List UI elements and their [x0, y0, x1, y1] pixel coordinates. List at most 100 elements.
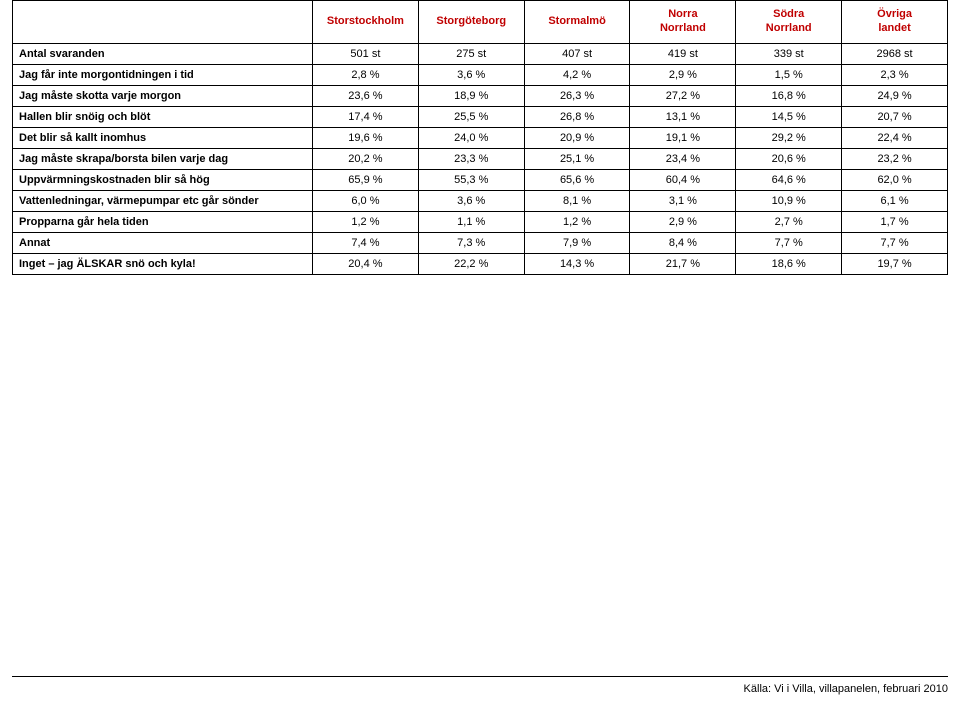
footer-rule: [12, 676, 948, 677]
cell-value: 14,3 %: [524, 254, 630, 275]
row-label: Propparna går hela tiden: [13, 212, 313, 233]
row-label: Inget – jag ÄLSKAR snö och kyla!: [13, 254, 313, 275]
row-label: Jag måste skrapa/borsta bilen varje dag: [13, 149, 313, 170]
cell-value: 6,0 %: [313, 191, 419, 212]
col-header-text: Övrigalandet: [877, 8, 912, 34]
cell-value: 64,6 %: [736, 170, 842, 191]
cell-value: 7,4 %: [313, 233, 419, 254]
cell-value: 23,6 %: [313, 86, 419, 107]
cell-value: 7,7 %: [842, 233, 948, 254]
cell-value: 10,9 %: [736, 191, 842, 212]
cell-value: 25,1 %: [524, 149, 630, 170]
row-label: Hallen blir snöig och blöt: [13, 107, 313, 128]
cell-value: 26,3 %: [524, 86, 630, 107]
col-header-text: NorraNorrland: [660, 8, 706, 34]
cell-value: 16,8 %: [736, 86, 842, 107]
cell-value: 2,9 %: [630, 65, 736, 86]
cell-value: 1,5 %: [736, 65, 842, 86]
row-label: Vattenledningar, värmepumpar etc går sön…: [13, 191, 313, 212]
table-row: Propparna går hela tiden1,2 %1,1 %1,2 %2…: [13, 212, 948, 233]
row-label: Jag får inte morgontidningen i tid: [13, 65, 313, 86]
cell-value: 19,7 %: [842, 254, 948, 275]
data-table: Storstockholm Storgöteborg Stormalmö Nor…: [12, 0, 948, 275]
cell-value: 18,6 %: [736, 254, 842, 275]
cell-value: 2,9 %: [630, 212, 736, 233]
table-row: Jag måste skrapa/borsta bilen varje dag2…: [13, 149, 948, 170]
cell-value: 13,1 %: [630, 107, 736, 128]
cell-value: 4,2 %: [524, 65, 630, 86]
cell-value: 25,5 %: [418, 107, 524, 128]
cell-value: 3,6 %: [418, 65, 524, 86]
cell-value: 6,1 %: [842, 191, 948, 212]
cell-value: 2,7 %: [736, 212, 842, 233]
cell-value: 20,2 %: [313, 149, 419, 170]
source-text: Källa: Vi i Villa, villapanelen, februar…: [744, 683, 948, 695]
table-header: Storstockholm Storgöteborg Stormalmö Nor…: [13, 1, 948, 44]
table-row: Antal svaranden501 st275 st407 st419 st3…: [13, 44, 948, 65]
cell-value: 7,7 %: [736, 233, 842, 254]
col-header-text: SödraNorrland: [766, 8, 812, 34]
cell-value: 1,2 %: [313, 212, 419, 233]
cell-value: 1,7 %: [842, 212, 948, 233]
cell-value: 2,3 %: [842, 65, 948, 86]
cell-value: 14,5 %: [736, 107, 842, 128]
row-label: Det blir så kallt inomhus: [13, 128, 313, 149]
cell-value: 19,1 %: [630, 128, 736, 149]
table-row: Hallen blir snöig och blöt17,4 %25,5 %26…: [13, 107, 948, 128]
cell-value: 3,1 %: [630, 191, 736, 212]
cell-value: 20,4 %: [313, 254, 419, 275]
table-row: Inget – jag ÄLSKAR snö och kyla!20,4 %22…: [13, 254, 948, 275]
cell-value: 55,3 %: [418, 170, 524, 191]
header-row: Storstockholm Storgöteborg Stormalmö Nor…: [13, 1, 948, 44]
cell-value: 22,2 %: [418, 254, 524, 275]
row-label: Annat: [13, 233, 313, 254]
col-header: Övrigalandet: [842, 1, 948, 44]
row-label: Antal svaranden: [13, 44, 313, 65]
cell-value: 20,9 %: [524, 128, 630, 149]
cell-value: 24,0 %: [418, 128, 524, 149]
cell-value: 7,9 %: [524, 233, 630, 254]
source-footer: Källa: Vi i Villa, villapanelen, februar…: [744, 683, 948, 695]
cell-value: 8,4 %: [630, 233, 736, 254]
cell-value: 60,4 %: [630, 170, 736, 191]
table-row: Vattenledningar, värmepumpar etc går sön…: [13, 191, 948, 212]
cell-value: 275 st: [418, 44, 524, 65]
table-row: Uppvärmningskostnaden blir så hög65,9 %5…: [13, 170, 948, 191]
cell-value: 21,7 %: [630, 254, 736, 275]
cell-value: 20,7 %: [842, 107, 948, 128]
cell-value: 26,8 %: [524, 107, 630, 128]
cell-value: 419 st: [630, 44, 736, 65]
row-label: Uppvärmningskostnaden blir så hög: [13, 170, 313, 191]
cell-value: 23,3 %: [418, 149, 524, 170]
cell-value: 29,2 %: [736, 128, 842, 149]
col-header: SödraNorrland: [736, 1, 842, 44]
cell-value: 65,9 %: [313, 170, 419, 191]
cell-value: 62,0 %: [842, 170, 948, 191]
cell-value: 19,6 %: [313, 128, 419, 149]
table-row: Det blir så kallt inomhus19,6 %24,0 %20,…: [13, 128, 948, 149]
cell-value: 407 st: [524, 44, 630, 65]
cell-value: 7,3 %: [418, 233, 524, 254]
cell-value: 23,4 %: [630, 149, 736, 170]
cell-value: 2968 st: [842, 44, 948, 65]
col-header: Storgöteborg: [418, 1, 524, 44]
page: Storstockholm Storgöteborg Stormalmö Nor…: [0, 0, 960, 275]
cell-value: 24,9 %: [842, 86, 948, 107]
cell-value: 1,1 %: [418, 212, 524, 233]
cell-value: 1,2 %: [524, 212, 630, 233]
table-row: Jag måste skotta varje morgon23,6 %18,9 …: [13, 86, 948, 107]
cell-value: 8,1 %: [524, 191, 630, 212]
cell-value: 27,2 %: [630, 86, 736, 107]
cell-value: 2,8 %: [313, 65, 419, 86]
cell-value: 23,2 %: [842, 149, 948, 170]
cell-value: 3,6 %: [418, 191, 524, 212]
cell-value: 65,6 %: [524, 170, 630, 191]
cell-value: 22,4 %: [842, 128, 948, 149]
table-body: Antal svaranden501 st275 st407 st419 st3…: [13, 44, 948, 275]
cell-value: 20,6 %: [736, 149, 842, 170]
header-blank: [13, 1, 313, 44]
cell-value: 17,4 %: [313, 107, 419, 128]
col-header: NorraNorrland: [630, 1, 736, 44]
cell-value: 339 st: [736, 44, 842, 65]
cell-value: 18,9 %: [418, 86, 524, 107]
